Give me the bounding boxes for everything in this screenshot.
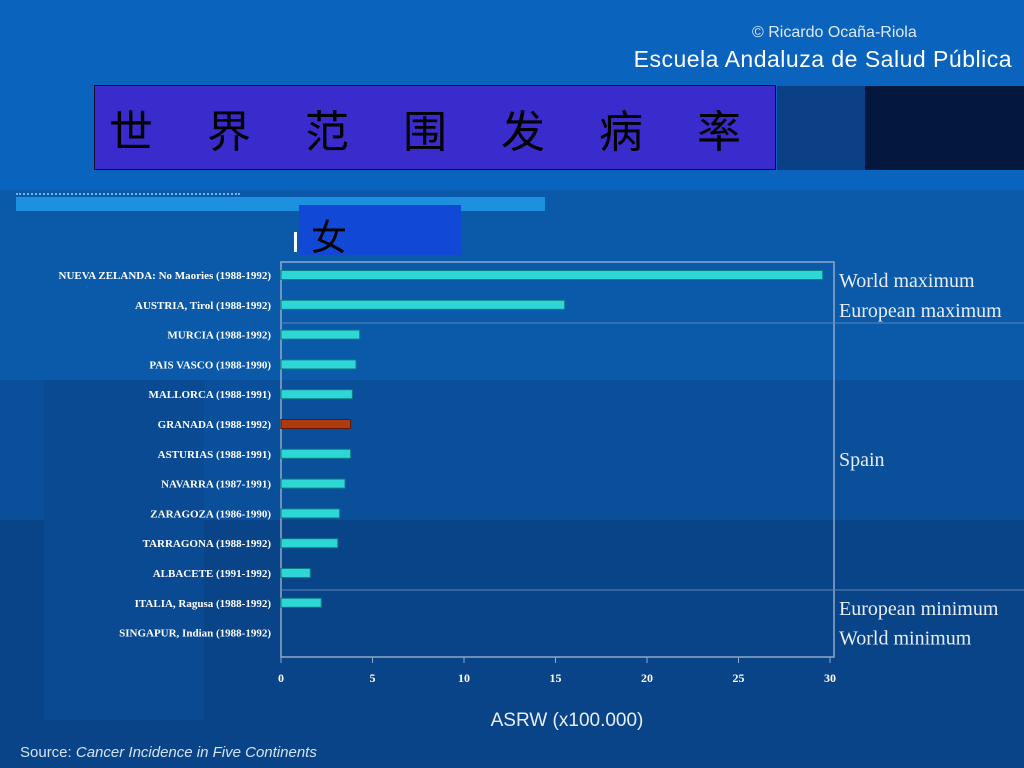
background-band-middle bbox=[0, 190, 1024, 380]
institution-name: Escuela Andaluza de Salud Pública bbox=[633, 46, 1012, 72]
bar bbox=[280, 448, 352, 459]
subtitle-box: 女 bbox=[299, 205, 461, 259]
group-labels: World maximum European maximum Spain Europe… bbox=[839, 270, 1002, 650]
bar bbox=[280, 270, 824, 280]
bar bbox=[280, 478, 346, 489]
category-label: ITALIA, Ragusa (1988-1992) bbox=[135, 598, 272, 610]
bar bbox=[280, 597, 322, 608]
group-label: European maximum bbox=[839, 300, 1002, 322]
category-label: ZARAGOZA (1986-1990) bbox=[150, 508, 271, 520]
category-label: AUSTRIA, Tirol (1988-1992) bbox=[135, 300, 271, 312]
subtitle-marker bbox=[294, 232, 297, 252]
bar bbox=[280, 359, 357, 370]
bars bbox=[280, 270, 824, 608]
bar bbox=[280, 508, 341, 519]
category-label: ALBACETE (1991-1992) bbox=[153, 568, 272, 580]
category-label: PAIS VASCO (1988-1990) bbox=[149, 359, 271, 371]
decorative-dotted-line bbox=[16, 193, 240, 197]
x-tick-label: 15 bbox=[550, 671, 562, 685]
x-tick-label: 30 bbox=[824, 671, 836, 685]
background-left-column bbox=[44, 380, 204, 720]
group-label: World minimum bbox=[839, 628, 972, 650]
bar bbox=[280, 389, 353, 400]
bar bbox=[280, 568, 311, 578]
category-label: NAVARRA (1987-1991) bbox=[161, 479, 271, 491]
source-title: Cancer Incidence in Five Continents bbox=[75, 744, 317, 761]
title-box: 世 界 范 围 发 病 率 bbox=[94, 85, 776, 170]
title-shadow-block bbox=[777, 86, 865, 170]
x-tick-label: 20 bbox=[641, 671, 653, 685]
x-tick-label: 10 bbox=[458, 671, 470, 685]
category-labels: NUEVA ZELANDA: No Maories (1988-1992) AUS… bbox=[59, 270, 272, 640]
bar-highlight bbox=[280, 419, 352, 429]
bar bbox=[280, 538, 339, 549]
category-label: NUEVA ZELANDA: No Maories (1988-1992) bbox=[59, 270, 272, 282]
x-tick-label: 5 bbox=[370, 671, 376, 685]
slide-title: 世 界 范 围 发 病 率 bbox=[109, 106, 761, 158]
plot-frame bbox=[280, 261, 835, 658]
x-tick-label: 0 bbox=[278, 671, 284, 685]
category-label: SINGAPUR, Indian (1988-1992) bbox=[119, 628, 271, 640]
x-axis-ticks: 0 5 10 15 20 25 30 bbox=[278, 657, 836, 685]
category-label: ASTURIAS (1988-1991) bbox=[158, 449, 272, 461]
slide-subtitle: 女 bbox=[311, 218, 348, 259]
group-label: European minimum bbox=[839, 598, 999, 620]
bar bbox=[280, 299, 566, 310]
source-prefix: Source: bbox=[20, 744, 72, 761]
copyright-text: © Ricardo Ocaña-Riola bbox=[752, 24, 917, 41]
group-separators bbox=[281, 322, 1024, 591]
source-note: Source: Cancer Incidence in Five Contine… bbox=[20, 744, 317, 761]
title-dark-block bbox=[865, 86, 1024, 170]
bar bbox=[280, 329, 361, 340]
category-label: TARRAGONA (1988-1992) bbox=[143, 538, 272, 550]
x-axis-label: ASRW (x100.000) bbox=[491, 710, 644, 731]
group-label: Spain bbox=[839, 449, 885, 471]
group-label: World maximum bbox=[839, 270, 975, 292]
category-label: MURCIA (1988-1992) bbox=[167, 330, 271, 342]
x-tick-label: 25 bbox=[733, 671, 745, 685]
category-label: GRANADA (1988-1992) bbox=[158, 419, 272, 431]
category-label: MALLORCA (1988-1991) bbox=[148, 389, 271, 401]
